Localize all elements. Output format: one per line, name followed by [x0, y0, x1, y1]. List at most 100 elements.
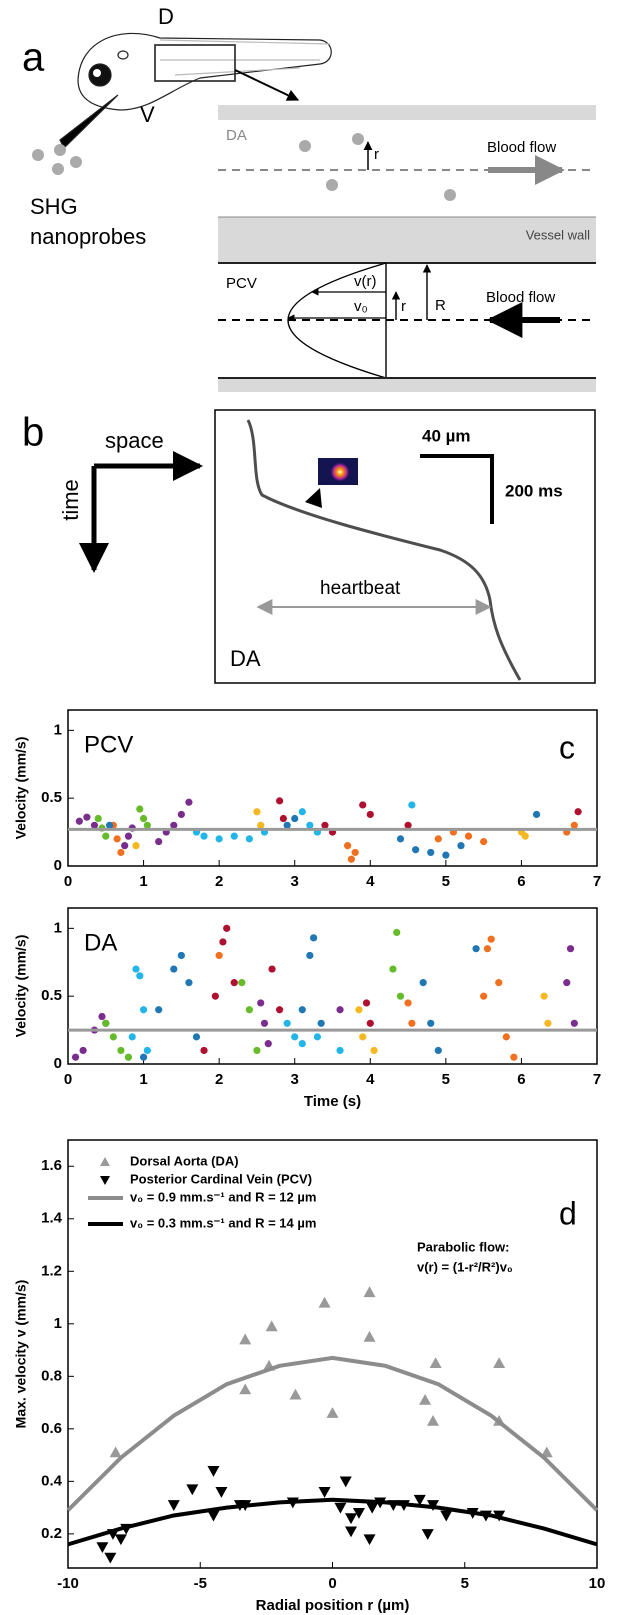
data-point — [83, 813, 91, 821]
data-point — [313, 1033, 321, 1041]
pcv-label: PCV — [226, 275, 257, 292]
y-tick-label: 0.2 — [41, 1525, 62, 1542]
data-point — [102, 1019, 110, 1027]
series-group — [66, 1286, 599, 1564]
data-point — [336, 1046, 344, 1055]
data-point — [230, 979, 238, 987]
data-point — [345, 1526, 358, 1538]
data-point — [283, 1019, 291, 1027]
data-point — [98, 1012, 106, 1021]
data-point — [102, 832, 110, 840]
legend-marker — [100, 1176, 110, 1185]
data-point — [185, 798, 193, 806]
panel-a: a D V SHG nanoprobes — [22, 4, 596, 392]
x-tick-label: 4 — [366, 1071, 375, 1088]
y-tick-label: 1.4 — [41, 1210, 63, 1227]
data-point — [347, 855, 355, 863]
data-point — [306, 821, 314, 829]
y-axis-label: Velocity (mm/s) — [13, 935, 29, 1038]
x-tick-label: -10 — [57, 1575, 79, 1592]
legend-label: Dorsal Aorta (DA) — [130, 1153, 239, 1168]
data-point — [427, 848, 435, 857]
da-label: DA — [226, 127, 247, 144]
data-point — [132, 842, 140, 850]
data-point — [566, 945, 575, 953]
data-point — [124, 1053, 133, 1061]
data-point — [94, 814, 102, 823]
data-point — [419, 1393, 432, 1405]
y-tick-label: 0.5 — [41, 789, 62, 806]
r-label: r — [374, 146, 379, 163]
data-point — [345, 1513, 358, 1525]
y-axis-label: Max. velocity v (mm/s) — [13, 1280, 29, 1429]
scale-label: 40 µm — [422, 426, 471, 445]
data-point — [362, 999, 371, 1007]
data-point — [483, 945, 492, 953]
data-point — [389, 965, 397, 973]
data-point — [339, 1476, 352, 1488]
data-point — [532, 810, 541, 819]
data-point — [177, 951, 185, 960]
data-point — [253, 808, 261, 816]
x-tick-label: 5 — [442, 1071, 450, 1088]
heartbeat-label: heartbeat — [320, 578, 401, 599]
data-point — [421, 1529, 434, 1540]
data-point — [291, 1033, 299, 1041]
data-point — [238, 979, 246, 987]
data-point — [510, 1053, 518, 1061]
data-point — [128, 1033, 136, 1041]
data-point — [211, 992, 219, 1000]
probes-label: nanoprobes — [30, 224, 146, 249]
data-point — [404, 999, 412, 1007]
x-tick-label: 2 — [215, 873, 223, 890]
x-tick-label: 3 — [291, 873, 299, 890]
data-point — [574, 808, 582, 816]
data-point — [71, 1053, 80, 1061]
fit-curve — [66, 1355, 599, 1512]
data-point — [215, 951, 223, 960]
data-point — [363, 1330, 376, 1342]
data-point — [366, 810, 374, 819]
data-point — [215, 1487, 228, 1498]
data-point — [219, 938, 227, 946]
data-point — [306, 951, 314, 960]
time-label: time — [58, 479, 83, 521]
legend-label: Posterior Cardinal Vein (PCV) — [130, 1171, 312, 1186]
fit-curve — [67, 1497, 598, 1547]
x-tick-label: -5 — [194, 1575, 207, 1592]
data-point — [245, 835, 253, 843]
data-point — [363, 1286, 376, 1298]
data-point — [570, 1019, 578, 1027]
data-point — [359, 1033, 367, 1041]
data-point — [370, 1046, 378, 1055]
y-tick-label: 0.8 — [41, 1367, 62, 1384]
panel-b: b space time 40 µm 200 ms heartbeat DA — [22, 409, 596, 684]
data-point — [427, 1414, 440, 1426]
data-point — [493, 1357, 506, 1368]
plot-area — [67, 907, 598, 1065]
data-point — [310, 934, 318, 942]
data-point — [155, 1006, 163, 1014]
data-point — [257, 999, 265, 1007]
x-tick-label: 0 — [328, 1575, 336, 1592]
data-point — [96, 1542, 109, 1553]
data-point — [121, 842, 129, 850]
panel-label: c — [559, 729, 575, 765]
panel-label: d — [559, 1195, 577, 1231]
x-tick-label: 1 — [139, 1071, 147, 1088]
data-point — [298, 1040, 306, 1048]
data-point — [502, 1033, 510, 1041]
data-point — [253, 1046, 261, 1055]
data-point — [117, 1046, 125, 1055]
data-point — [540, 1446, 553, 1458]
data-point — [540, 992, 548, 1000]
ventral-label: V — [140, 102, 155, 127]
probes-label: SHG — [30, 194, 78, 219]
y-tick-label: 1.2 — [41, 1262, 62, 1279]
y-tick-label: 0 — [54, 857, 62, 874]
data-point — [363, 1534, 376, 1546]
data-point — [412, 846, 420, 854]
dorsal-label: D — [158, 4, 174, 29]
kymograph-trace — [246, 419, 522, 681]
data-point — [440, 1510, 453, 1522]
